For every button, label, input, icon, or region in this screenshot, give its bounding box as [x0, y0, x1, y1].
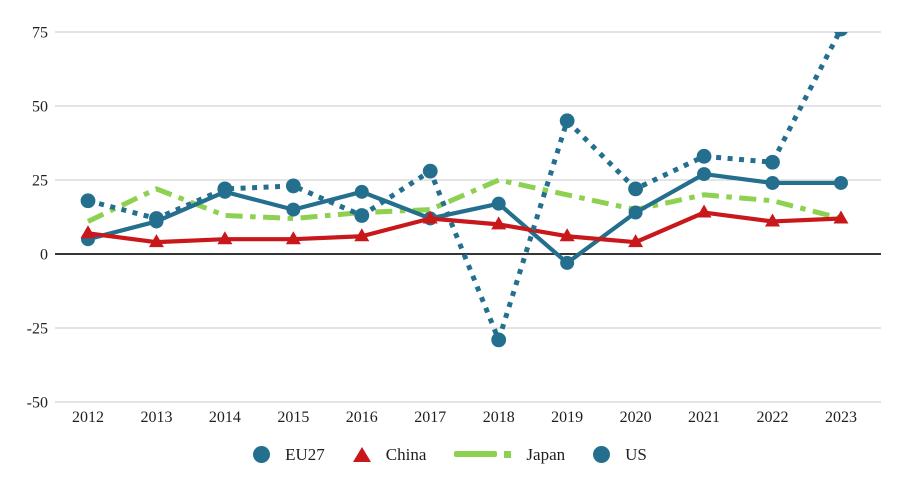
x-tick-label-2016: 2016	[346, 409, 378, 426]
y-tick-label: 25	[32, 173, 48, 190]
us-point-marker-2018	[491, 332, 507, 348]
us-point-marker-2022	[765, 154, 780, 170]
eu27-point-marker-2016	[354, 184, 369, 199]
eu27-point-marker-2019	[560, 255, 575, 270]
legend-label-eu27: EU27	[285, 444, 325, 464]
china-point-marker-2023	[833, 210, 849, 224]
eu27-point-marker-2022	[765, 175, 780, 190]
us-point-marker-2017	[422, 163, 438, 179]
y-tick-label: 75	[32, 25, 48, 42]
china-point-marker-2019	[559, 228, 575, 242]
legend-item-china: China	[352, 444, 427, 464]
us-point-marker-2023	[834, 32, 848, 37]
us-point-marker-2015	[285, 178, 301, 194]
legend-label-us: US	[625, 444, 647, 464]
china-point-marker-2015	[285, 231, 301, 245]
series-line-us	[87, 32, 843, 343]
series-line-japan	[86, 177, 842, 224]
legend-label-japan: Japan	[526, 444, 566, 464]
x-tick-label-2012: 2012	[72, 409, 104, 426]
legend-label-china: China	[385, 444, 427, 464]
x-tick-label-2013: 2013	[140, 409, 172, 426]
x-tick-label-2021: 2021	[688, 409, 720, 426]
china-point-marker-2020	[628, 234, 644, 248]
y-tick-label: 50	[32, 99, 48, 116]
legend-item-japan: Japan	[454, 446, 565, 463]
eu27-point-marker-2015	[286, 202, 301, 217]
x-tick-label-2014: 2014	[209, 409, 241, 426]
legend-item-eu27: EU27	[253, 444, 325, 464]
x-tick-label-2018: 2018	[483, 409, 515, 426]
series-line-eu27	[85, 171, 844, 265]
china-point-marker-2014	[217, 231, 233, 245]
us-point-marker-2014	[217, 181, 233, 197]
us-circle-swatch-icon	[593, 445, 611, 463]
china-point-marker-2022	[765, 213, 780, 227]
x-tick-label-2019: 2019	[551, 409, 583, 426]
x-tick-label-2022: 2022	[757, 409, 789, 426]
us-point-marker-2020	[628, 181, 643, 197]
series-group	[80, 32, 849, 348]
eu27-point-marker-2020	[628, 205, 643, 220]
us-point-marker-2021	[696, 148, 712, 164]
china-point-marker-2017	[422, 210, 438, 224]
series-line-china	[85, 210, 844, 245]
x-tick-label-2023: 2023	[825, 409, 857, 426]
china-triangle-swatch-icon	[352, 446, 371, 462]
y-tick-label: -25	[27, 321, 48, 338]
china-point-marker-2013	[148, 234, 164, 248]
eu27-point-marker-2023	[833, 175, 848, 190]
us-point-marker-2019	[559, 113, 575, 129]
y-tick-label: -50	[27, 395, 48, 412]
china-point-marker-2018	[491, 216, 507, 230]
x-tick-label-2017: 2017	[414, 409, 446, 426]
japan-dash-swatch-icon	[454, 450, 512, 458]
us-point-marker-2013	[149, 211, 164, 226]
china-point-marker-2021	[696, 204, 712, 218]
china-point-marker-2016	[354, 228, 370, 242]
x-tick-label-2020: 2020	[620, 409, 652, 426]
us-point-marker-2016	[354, 208, 370, 223]
eu27-circle-swatch-icon	[253, 445, 271, 463]
legend-item-us: US	[593, 444, 647, 464]
x-tick-label-2015: 2015	[277, 409, 309, 426]
y-tick-label: 0	[40, 247, 48, 264]
chart-legend: EU27 China Japan US	[0, 437, 900, 471]
eu27-point-marker-2021	[697, 167, 712, 182]
us-point-marker-2012	[80, 193, 96, 209]
eu27-point-marker-2018	[491, 196, 506, 211]
china-point-marker-2012	[80, 225, 96, 239]
